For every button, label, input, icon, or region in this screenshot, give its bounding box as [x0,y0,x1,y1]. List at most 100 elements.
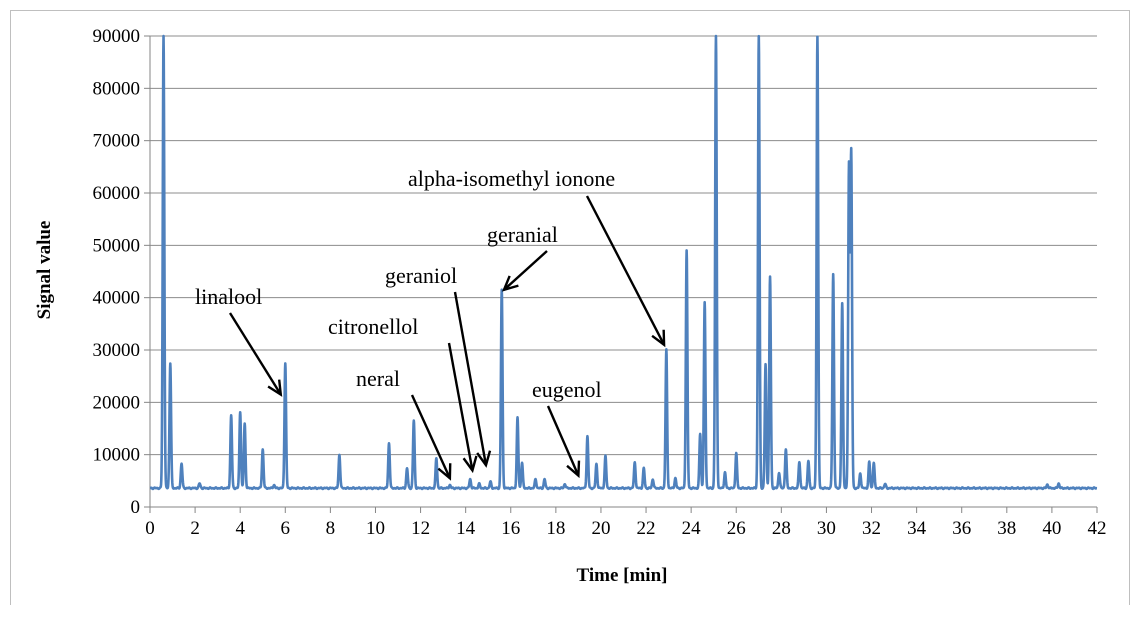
x-tick-label: 2 [190,518,200,539]
x-tick-label: 30 [817,518,836,539]
x-tick-label: 14 [456,518,476,539]
annotation-arrow [546,405,580,477]
y-tick-label: 30000 [93,340,141,361]
x-tick-label: 32 [862,518,881,539]
peak-point [665,349,667,351]
peak-point [244,423,246,425]
peak-point [273,484,275,486]
y-tick-label: 10000 [93,445,141,466]
annotation-label: citronellol [328,314,418,339]
y-tick-label: 20000 [93,392,141,413]
peak-point [652,478,654,480]
peak-point [198,482,200,484]
peak-point [604,455,606,457]
peak-point [735,452,737,454]
peak-point [832,273,834,275]
peak-point [758,35,760,37]
y-tick-label: 40000 [93,288,141,309]
peak-point [850,153,852,155]
y-tick-label: 60000 [93,183,141,204]
peak-point [868,461,870,463]
x-axis-title: Time [min] [577,565,668,586]
annotation-arrow [453,291,488,466]
peak-point [534,478,536,480]
x-tick-label: 40 [1042,518,1061,539]
y-axis-title: Signal value [34,221,55,320]
x-tick-label: 20 [591,518,610,539]
peak-point [595,463,597,465]
y-tick-label: 80000 [93,78,141,99]
annotation-arrowhead [476,450,492,468]
x-tick-label: 6 [281,518,291,539]
peak-point [859,472,861,474]
peak-point [469,478,471,480]
peak-point [1046,483,1048,485]
peak-point [643,467,645,469]
x-tick-label: 22 [637,518,656,539]
x-tick-label: 10 [366,518,385,539]
peak-point [230,414,232,416]
x-tick-label: 18 [546,518,565,539]
peak-point [715,35,717,37]
peak-point [162,35,164,37]
annotation-arrowhead [267,379,283,397]
x-tick-label: 38 [997,518,1016,539]
peak-point [586,435,588,437]
annotation-arrowhead [566,460,581,479]
peak-point [239,411,241,413]
peak-point [724,471,726,473]
peak-point [564,483,566,485]
annotation-label: neral [356,366,400,391]
peak-point [169,362,171,364]
x-tick-label: 16 [501,518,520,539]
peak-point [798,461,800,463]
peak-point [1057,482,1059,484]
peak-point [685,249,687,251]
peak-point [516,417,518,419]
x-tick-label: 8 [326,518,336,539]
annotation-arrow [228,312,282,396]
peak-point [764,363,766,365]
peak-point [884,483,886,485]
annotation-arrow [410,394,451,479]
peak-point [841,303,843,305]
x-tick-label: 36 [952,518,971,539]
peak-point [769,276,771,278]
peak-point [435,457,437,459]
peak-point [634,461,636,463]
x-tick-label: 26 [727,518,746,539]
annotation-arrow [585,195,666,346]
peak-point [699,433,701,435]
peak-point [543,478,545,480]
peak-point [816,35,818,37]
y-tick-label: 70000 [93,131,141,152]
peak-point [406,467,408,469]
annotation-arrowhead [437,463,452,481]
annotation-label: linalool [195,284,262,309]
annotation-arrowhead [651,329,666,348]
x-tick-label: 0 [145,518,155,539]
chart-frame [10,10,1130,605]
peak-point [449,484,451,486]
x-tick-label: 24 [682,518,702,539]
peak-point [674,477,676,479]
annotation-label: eugenol [532,377,602,402]
peak-point [778,471,780,473]
peak-point [489,481,491,483]
peak-point [413,419,415,421]
y-tick-label: 90000 [93,26,141,47]
annotation-label: geranial [487,222,558,247]
peak-point [388,442,390,444]
peak-point [521,461,523,463]
annotation-label: alpha-isomethyl ionone [408,166,615,191]
x-tick-label: 4 [235,518,245,539]
signal-line [148,34,1099,491]
annotation-label: geraniol [385,263,457,288]
peak-point [478,483,480,485]
x-tick-label: 28 [772,518,791,539]
y-tick-label: 0 [131,497,141,518]
x-tick-label: 34 [907,518,927,539]
peak-point [338,453,340,455]
peak-point [703,302,705,304]
